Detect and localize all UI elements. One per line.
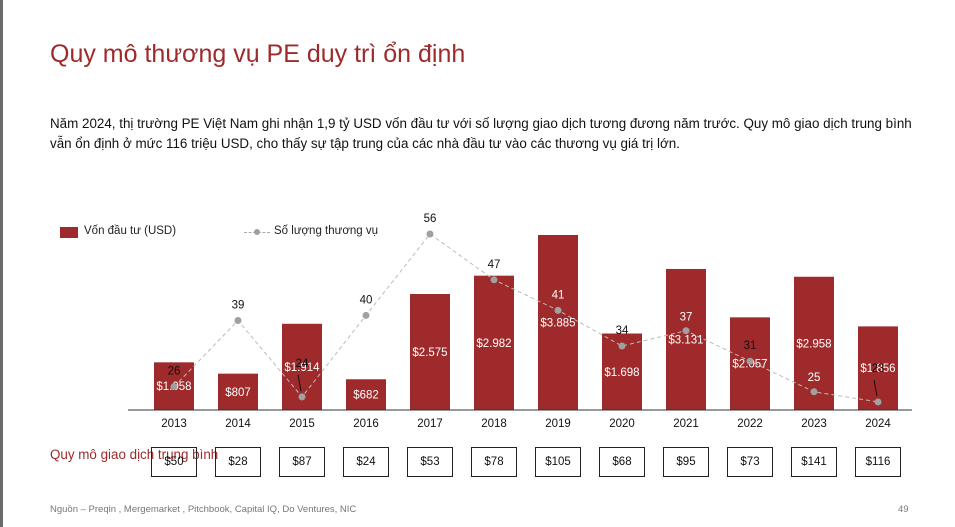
deal-count-point-2016 bbox=[362, 311, 370, 319]
x-tick-2015: 2015 bbox=[289, 418, 315, 430]
legend-dot-icon bbox=[254, 229, 260, 235]
bar-label-2016: $682 bbox=[353, 390, 379, 402]
deal-count-label-2023: 25 bbox=[808, 372, 821, 384]
deal-count-label-2013: 26 bbox=[168, 366, 181, 378]
deal-count-point-2023 bbox=[810, 388, 818, 396]
deal-count-point-2022 bbox=[746, 357, 754, 365]
bar-label-2023: $2.958 bbox=[796, 338, 831, 350]
avg-deal-size-box-2021: $95 bbox=[663, 447, 709, 477]
deal-count-label-2020: 34 bbox=[616, 325, 629, 337]
avg-deal-size-box-2024: $116 bbox=[855, 447, 901, 477]
bar-label-2019: $3.885 bbox=[540, 318, 575, 330]
x-tick-2013: 2013 bbox=[161, 418, 187, 430]
page-number: 49 bbox=[898, 504, 909, 515]
bar-label-2024: $1.856 bbox=[860, 363, 895, 375]
deal-count-point-2014 bbox=[234, 317, 242, 325]
avg-deal-size-box-2019: $105 bbox=[535, 447, 581, 477]
x-tick-2022: 2022 bbox=[737, 418, 763, 430]
avg-deal-size-box-2023: $141 bbox=[791, 447, 837, 477]
page-title: Quy mô thương vụ PE duy trì ổn định bbox=[50, 40, 466, 68]
deal-count-point-2017 bbox=[426, 230, 434, 238]
deal-count-point-2018 bbox=[490, 276, 498, 284]
legend-bar-swatch bbox=[60, 227, 78, 238]
bar-2014 bbox=[218, 373, 258, 410]
x-tick-2020: 2020 bbox=[609, 418, 635, 430]
x-tick-2023: 2023 bbox=[801, 418, 827, 430]
deal-count-label-2019: 41 bbox=[552, 289, 565, 301]
source-note: Nguồn – Preqin , Mergemarket , Pitchbook… bbox=[50, 504, 357, 515]
avg-deal-size-label: Quy mô giao dịch trung bình bbox=[50, 447, 219, 462]
x-tick-2024: 2024 bbox=[865, 418, 891, 430]
bar-label-2020: $1.698 bbox=[604, 367, 639, 379]
bar-2024 bbox=[858, 326, 898, 410]
bar-label-2021: $3.131 bbox=[668, 334, 703, 346]
deal-count-label-2022: 31 bbox=[744, 340, 757, 352]
deal-count-point-2021 bbox=[682, 327, 690, 335]
leader-line-2015 bbox=[297, 374, 302, 391]
deal-count-label-2016: 40 bbox=[360, 294, 373, 306]
bar-label-2014: $807 bbox=[225, 387, 251, 399]
bar-label-2017: $2.575 bbox=[412, 347, 447, 359]
deal-count-point-2019 bbox=[554, 306, 562, 314]
deal-count-line bbox=[173, 233, 879, 403]
deal-count-label-2014: 39 bbox=[232, 300, 245, 312]
bar-label-2015: $1.914 bbox=[284, 362, 320, 374]
legend-label-deal-count: Số lượng thương vụ bbox=[274, 225, 379, 237]
deal-count-label-2021: 37 bbox=[680, 312, 693, 324]
legend-label-investment: Vốn đầu tư (USD) bbox=[84, 225, 177, 237]
deal-count-point-2015 bbox=[298, 393, 306, 401]
deal-count-point-2020 bbox=[618, 342, 626, 350]
avg-deal-size-box-2016: $24 bbox=[343, 447, 389, 477]
intro-paragraph: Năm 2024, thị trường PE Việt Nam ghi nhậ… bbox=[50, 116, 912, 151]
deal-count-label-2018: 47 bbox=[488, 259, 501, 271]
bar-2018 bbox=[474, 275, 514, 410]
deal-count-point-2024 bbox=[874, 398, 882, 406]
bar-label-2018: $2.982 bbox=[476, 338, 511, 350]
x-tick-2018: 2018 bbox=[481, 418, 507, 430]
bar-2023 bbox=[794, 276, 834, 410]
x-tick-2019: 2019 bbox=[545, 418, 571, 430]
x-tick-2021: 2021 bbox=[673, 418, 699, 430]
leader-line-2024 bbox=[873, 379, 878, 397]
avg-deal-size-box-2014: $28 bbox=[215, 447, 261, 477]
avg-deal-size-box-2013: $50 bbox=[151, 447, 197, 477]
x-tick-2017: 2017 bbox=[417, 418, 443, 430]
avg-deal-size-box-2022: $73 bbox=[727, 447, 773, 477]
bar-2016 bbox=[346, 379, 386, 410]
avg-deal-size-box-2018: $78 bbox=[471, 447, 517, 477]
bar-2017 bbox=[410, 294, 450, 410]
left-accent-rule bbox=[0, 0, 3, 527]
deal-count-label-2017: 56 bbox=[424, 213, 437, 225]
avg-deal-size-box-2017: $53 bbox=[407, 447, 453, 477]
bar-2019 bbox=[538, 235, 578, 410]
combo-chart: $1.058$807$1.914$682$2.575$2.982$3.885$1… bbox=[128, 213, 912, 430]
deal-count-label-2024: 23 bbox=[872, 363, 885, 375]
x-tick-2014: 2014 bbox=[225, 418, 251, 430]
deal-count-point-2013 bbox=[170, 383, 178, 391]
x-tick-2016: 2016 bbox=[353, 418, 379, 430]
bar-2021 bbox=[666, 268, 706, 410]
avg-deal-size-box-2015: $87 bbox=[279, 447, 325, 477]
deal-count-label-2015: 24 bbox=[296, 358, 309, 370]
avg-deal-size-box-2020: $68 bbox=[599, 447, 645, 477]
